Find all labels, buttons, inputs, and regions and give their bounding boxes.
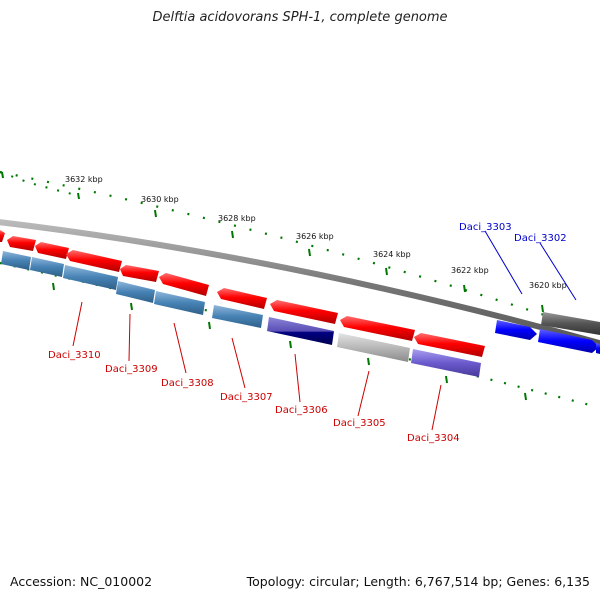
tick-label: 3632 kbp: [65, 175, 103, 184]
feature-box[interactable]: [30, 257, 64, 277]
feature-box[interactable]: [411, 349, 481, 377]
cds-arrow[interactable]: [596, 343, 600, 354]
cds-arrow[interactable]: [217, 288, 267, 309]
cds-arrow[interactable]: [35, 242, 69, 259]
inner-feature-boxes[interactable]: [1, 251, 481, 377]
map-title: Delftia acidovorans SPH-1, complete geno…: [152, 10, 448, 25]
tick-label: 3628 kbp: [218, 214, 256, 223]
cds-arrow[interactable]: [0, 230, 5, 242]
feature-box[interactable]: [267, 317, 334, 345]
cds-arrow[interactable]: [120, 265, 159, 282]
gene-label[interactable]: Daci_3302: [514, 233, 567, 244]
gene-label[interactable]: Daci_3303: [459, 222, 512, 233]
cds-arrow[interactable]: [495, 320, 537, 340]
gene-label[interactable]: Daci_3307: [220, 392, 273, 403]
gene-labels: Daci_3310 Daci_3309 Daci_3308 Daci_3307 …: [48, 222, 567, 444]
cds-arrow[interactable]: [66, 250, 122, 272]
feature-box[interactable]: [63, 265, 118, 290]
tick-label: 3620 kbp: [529, 281, 567, 290]
gene-label[interactable]: Daci_3306: [275, 405, 328, 416]
outer-scale: [0, 170, 591, 332]
genome-backbone: [0, 219, 600, 347]
cds-arrow[interactable]: [538, 329, 599, 353]
gene-label[interactable]: Daci_3310: [48, 350, 101, 361]
tick-label: 3630 kbp: [141, 195, 179, 204]
tick-label: 3626 kbp: [296, 232, 334, 241]
gene-label[interactable]: Daci_3309: [105, 364, 158, 375]
cds-arrow[interactable]: [159, 273, 209, 296]
feature-box[interactable]: [1, 251, 31, 270]
tick-label: 3624 kbp: [373, 250, 411, 259]
gene-label[interactable]: Daci_3308: [161, 378, 214, 389]
tick-labels: 3632 kbp 3630 kbp 3628 kbp 3626 kbp 3624…: [65, 175, 567, 290]
forward-strand-cds[interactable]: [495, 312, 600, 354]
feature-box[interactable]: [337, 333, 410, 362]
cds-arrow[interactable]: [541, 312, 600, 335]
cds-arrow[interactable]: [7, 236, 36, 251]
accession-text: Accession: NC_010002: [10, 574, 153, 589]
feature-box[interactable]: [154, 291, 205, 315]
cds-arrow[interactable]: [340, 316, 415, 341]
leader-lines: [72, 230, 577, 431]
feature-box[interactable]: [212, 305, 263, 328]
tick-label: 3622 kbp: [451, 266, 489, 275]
gene-label[interactable]: Daci_3304: [407, 433, 460, 444]
reverse-strand-cds[interactable]: [0, 230, 485, 357]
topology-text: Topology: circular; Length: 6,767,514 bp…: [246, 574, 590, 589]
cds-arrow[interactable]: [270, 300, 338, 324]
gene-label[interactable]: Daci_3305: [333, 418, 386, 429]
cds-arrow[interactable]: [414, 333, 485, 357]
feature-box[interactable]: [116, 281, 155, 303]
